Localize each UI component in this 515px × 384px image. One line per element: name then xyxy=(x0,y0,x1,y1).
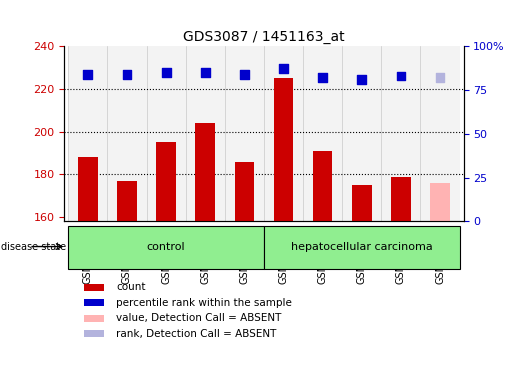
Point xyxy=(162,70,170,76)
Bar xyxy=(84,299,104,306)
Bar xyxy=(303,46,342,222)
Point xyxy=(123,71,131,77)
Point xyxy=(357,76,366,83)
Bar xyxy=(108,46,147,222)
FancyBboxPatch shape xyxy=(264,227,459,269)
Text: percentile rank within the sample: percentile rank within the sample xyxy=(116,298,292,308)
Bar xyxy=(381,46,420,222)
Bar xyxy=(391,177,410,222)
Bar xyxy=(264,46,303,222)
Bar xyxy=(342,46,381,222)
Bar xyxy=(117,181,137,222)
Bar xyxy=(225,46,264,222)
Bar xyxy=(430,183,450,222)
Text: rank, Detection Call = ABSENT: rank, Detection Call = ABSENT xyxy=(116,329,277,339)
Bar xyxy=(84,331,104,338)
Point xyxy=(84,71,92,77)
Bar xyxy=(352,185,371,222)
Bar xyxy=(68,46,108,222)
FancyBboxPatch shape xyxy=(68,227,264,269)
Bar xyxy=(420,46,459,222)
Text: count: count xyxy=(116,282,146,292)
Bar xyxy=(196,123,215,222)
Text: disease state: disease state xyxy=(1,242,66,252)
Text: hepatocellular carcinoma: hepatocellular carcinoma xyxy=(291,242,433,252)
Title: GDS3087 / 1451163_at: GDS3087 / 1451163_at xyxy=(183,30,345,44)
Bar xyxy=(78,157,98,222)
Bar xyxy=(157,142,176,222)
Point xyxy=(397,73,405,79)
Point xyxy=(436,74,444,81)
Text: value, Detection Call = ABSENT: value, Detection Call = ABSENT xyxy=(116,313,282,323)
Point xyxy=(241,71,249,77)
Bar xyxy=(235,162,254,222)
Bar xyxy=(84,315,104,322)
Bar xyxy=(186,46,225,222)
Point xyxy=(201,70,210,76)
Bar xyxy=(84,284,104,291)
Bar xyxy=(313,151,332,222)
Point xyxy=(279,66,287,72)
Text: control: control xyxy=(147,242,185,252)
Bar xyxy=(273,78,293,222)
Bar xyxy=(147,46,186,222)
Point xyxy=(318,74,327,81)
